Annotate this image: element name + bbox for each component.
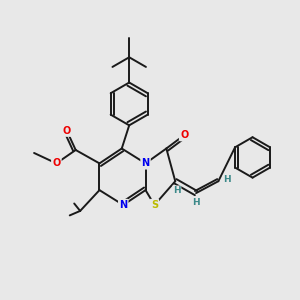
Text: N: N xyxy=(142,158,150,168)
Text: H: H xyxy=(192,198,200,207)
Text: S: S xyxy=(151,200,158,210)
Text: H: H xyxy=(173,186,181,195)
Text: N: N xyxy=(119,200,127,210)
Text: O: O xyxy=(52,158,61,168)
Text: H: H xyxy=(224,175,231,184)
Text: O: O xyxy=(63,126,71,136)
Text: O: O xyxy=(180,130,188,140)
